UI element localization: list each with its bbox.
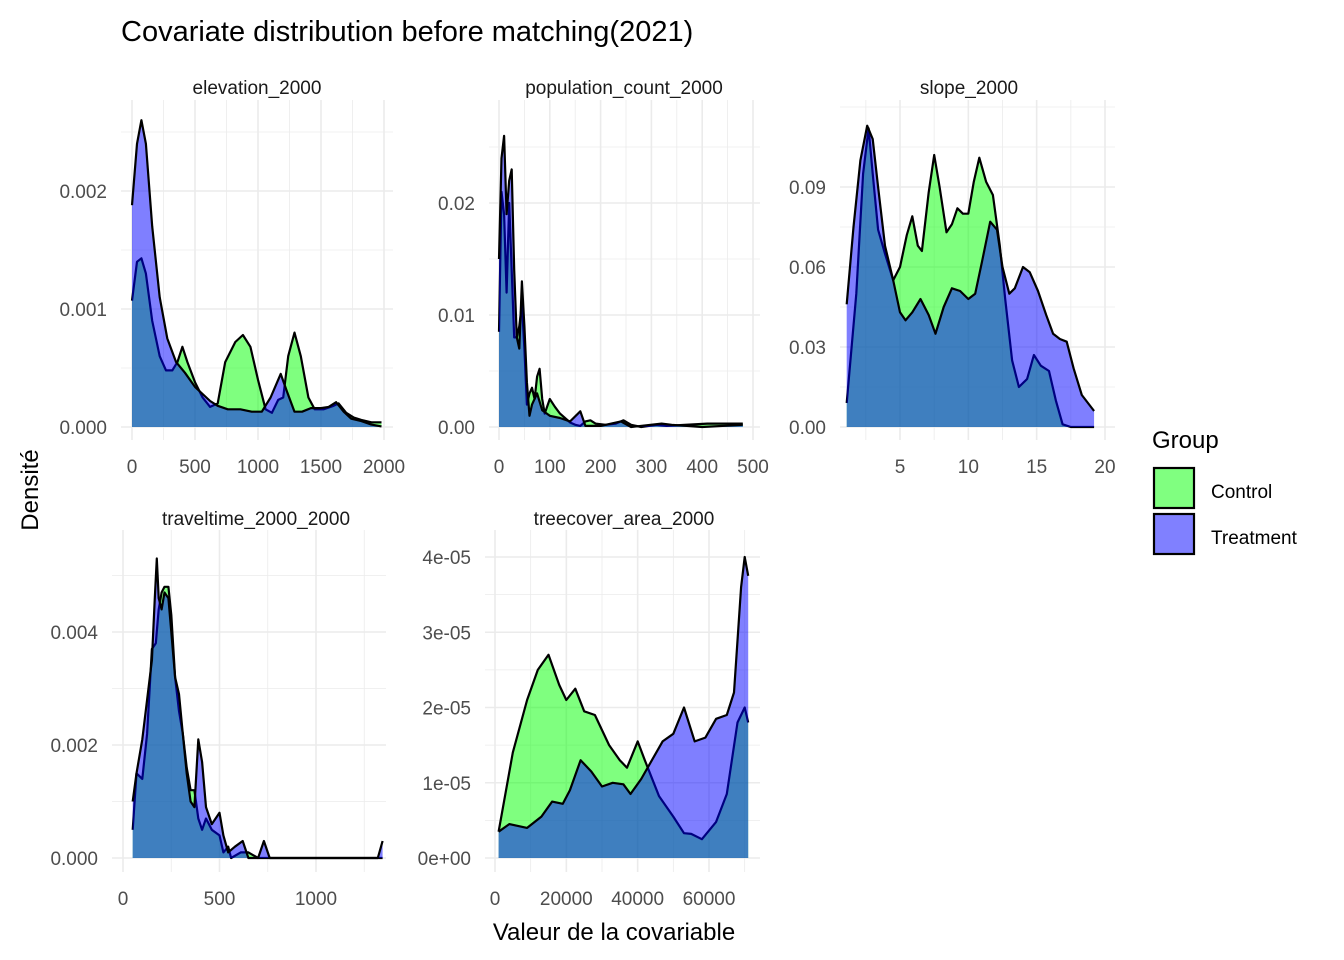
x-tick-label: 15 xyxy=(1026,457,1047,478)
density-line-treatment xyxy=(131,557,384,860)
x-tick-label: 500 xyxy=(204,889,236,910)
panel-slope-2000: slope_2000 5 10 15 20 0.00 0.03 0.06 0.09 xyxy=(789,78,1116,478)
x-tick-label: 1000 xyxy=(237,457,279,478)
y-tick-label: 3e-05 xyxy=(422,623,471,644)
legend-item-control: Control xyxy=(1152,466,1272,510)
x-tick-label: 100 xyxy=(534,457,566,478)
y-tick-label: 0.000 xyxy=(50,849,98,870)
y-tick-label: 0.01 xyxy=(438,306,475,327)
y-tick-label: 0.09 xyxy=(789,178,826,199)
y-tick-label: 0.03 xyxy=(789,338,826,359)
legend-swatch-control xyxy=(1152,466,1196,510)
density-line-control xyxy=(497,190,743,429)
x-tick-label: 10 xyxy=(958,457,979,478)
density-line-treatment xyxy=(845,124,1095,412)
x-tick-label: 20 xyxy=(1094,457,1115,478)
y-axis-title: Densité xyxy=(17,449,44,530)
legend-item-treatment: Treatment xyxy=(1152,512,1298,556)
x-tick-label: 1500 xyxy=(300,457,342,478)
x-tick-label: 200 xyxy=(585,457,617,478)
tick-labels: 0 100 200 300 400 500 0.00 0.01 0.02 xyxy=(438,194,769,478)
x-axis-title: Valeur de la covariable xyxy=(493,919,735,946)
x-tick-label: 500 xyxy=(737,457,769,478)
x-tick-label: 0 xyxy=(127,457,138,478)
density-area-treatment xyxy=(499,135,743,428)
y-tick-label: 0e+00 xyxy=(418,849,471,870)
y-tick-label: 4e-05 xyxy=(422,548,471,569)
x-tick-label: 1000 xyxy=(295,889,337,910)
x-tick-label: 300 xyxy=(636,457,668,478)
density-line-treatment xyxy=(497,134,743,429)
tick-labels: 0 20000 40000 60000 0e+00 1e-05 2e-05 3e-05 4e-0… xyxy=(418,548,736,910)
x-tick-label: 500 xyxy=(179,457,211,478)
y-tick-label: 0.004 xyxy=(50,623,98,644)
y-tick-label: 0.002 xyxy=(59,182,107,203)
tick-labels: 0 500 1000 0.000 0.002 0.004 xyxy=(50,623,337,910)
panel-traveltime-2000-2000: traveltime_2000_2000 0 500 1000 0.000 0.002 0.… xyxy=(50,509,386,910)
y-tick-label: 0.000 xyxy=(59,418,107,439)
legend-swatch-treatment xyxy=(1152,512,1196,556)
panel-strip-label: treecover_area_2000 xyxy=(534,509,715,530)
x-tick-label: 400 xyxy=(686,457,718,478)
y-tick-label: 1e-05 xyxy=(422,774,471,795)
x-tick-label: 0 xyxy=(490,889,501,910)
x-tick-label: 0 xyxy=(494,457,505,478)
density-area-treatment xyxy=(498,557,749,858)
x-tick-label: 0 xyxy=(118,889,129,910)
x-tick-label: 40000 xyxy=(611,889,664,910)
panel-elevation-2000: elevation_2000 0 500 1000 1500 2000 0.000 0.001… xyxy=(59,78,405,478)
density-line-treatment xyxy=(130,119,382,428)
x-tick-label: 2000 xyxy=(363,457,405,478)
gridlines xyxy=(489,100,760,440)
y-tick-label: 2e-05 xyxy=(422,699,471,720)
panel-strip-label: traveltime_2000_2000 xyxy=(162,509,350,530)
panel-treecover-area-2000: treecover_area_2000 0 20000 40000 60000 0e+00… xyxy=(418,509,760,910)
legend-label-treatment: Treatment xyxy=(1211,528,1298,549)
chart-title: Covariate distribution before matching(2… xyxy=(121,16,693,48)
y-tick-label: 0.06 xyxy=(789,258,826,279)
y-tick-label: 0.02 xyxy=(438,194,475,215)
legend: Group Control Treatment xyxy=(1152,427,1298,556)
panel-strip-label: elevation_2000 xyxy=(193,78,322,99)
density-area-treatment xyxy=(132,120,382,427)
tick-labels: 5 10 15 20 0.00 0.03 0.06 0.09 xyxy=(789,178,1116,478)
panel-strip-label: slope_2000 xyxy=(920,78,1018,99)
y-tick-label: 0.001 xyxy=(59,300,107,321)
legend-label-control: Control xyxy=(1211,482,1272,503)
density-line-treatment xyxy=(497,555,750,833)
x-tick-label: 60000 xyxy=(683,889,736,910)
panel-strip-label: population_count_2000 xyxy=(525,78,723,99)
tick-labels: 0 500 1000 1500 2000 0.000 0.001 0.002 xyxy=(59,182,405,478)
y-tick-label: 0.002 xyxy=(50,736,98,757)
y-tick-label: 0.00 xyxy=(789,418,826,439)
x-tick-label: 5 xyxy=(895,457,906,478)
facet-panels: elevation_20000 500 1000 1500 20000.0000.001… xyxy=(50,78,1115,910)
legend-title: Group xyxy=(1152,427,1219,454)
density-area-treatment xyxy=(846,125,1095,427)
panel-population-count-2000: population_count_2000 0 100 200 300 400 500 0.0… xyxy=(438,78,769,478)
x-tick-label: 20000 xyxy=(540,889,593,910)
y-tick-label: 0.00 xyxy=(438,418,475,439)
